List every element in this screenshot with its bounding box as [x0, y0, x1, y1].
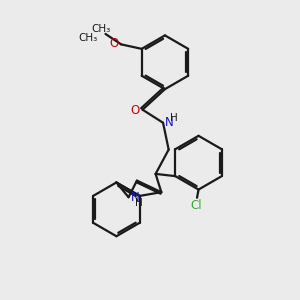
Text: N: N — [130, 191, 139, 205]
Text: CH₃: CH₃ — [92, 24, 111, 34]
Text: O: O — [130, 104, 140, 117]
Text: O: O — [110, 37, 119, 50]
Text: N: N — [165, 116, 174, 129]
Text: H: H — [169, 113, 177, 123]
Text: CH₃: CH₃ — [79, 33, 98, 43]
Text: H: H — [135, 198, 143, 208]
Text: Cl: Cl — [191, 199, 203, 212]
